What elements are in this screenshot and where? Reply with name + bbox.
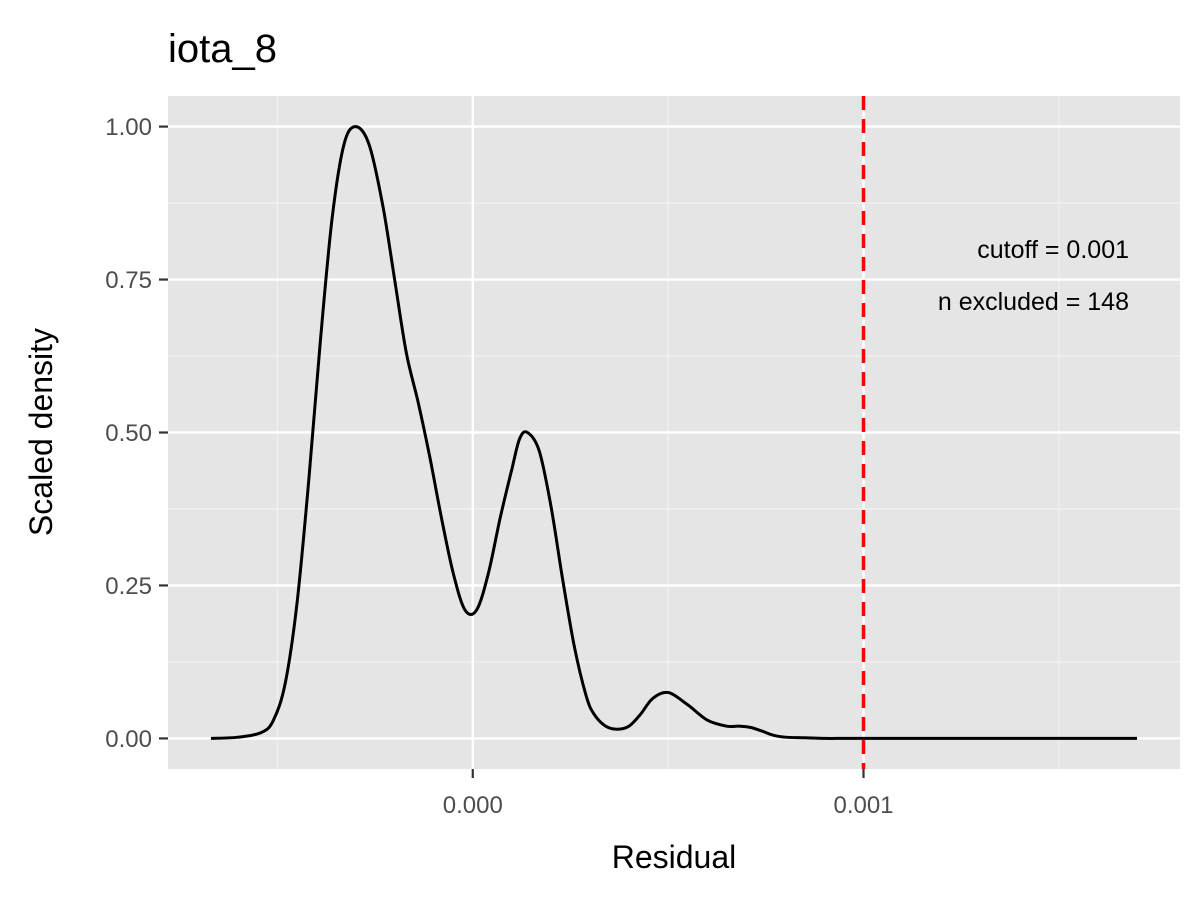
annotation-cutoff: cutoff = 0.001 xyxy=(977,236,1129,264)
x-tick-label: 0.000 xyxy=(443,792,503,819)
y-axis-label: Scaled density xyxy=(23,328,59,536)
y-tick-labels: 0.00 0.25 0.50 0.75 1.00 xyxy=(105,114,152,753)
chart-title: iota_8 xyxy=(168,27,277,71)
y-tick-label: 0.00 xyxy=(105,726,152,753)
annotation-layer: cutoff = 0.001 n excluded = 148 xyxy=(938,236,1129,316)
y-tick-label: 0.50 xyxy=(105,420,152,447)
axis-ticks xyxy=(159,125,865,778)
x-tick-labels: 0.000 0.001 xyxy=(443,792,894,819)
series-layer xyxy=(210,125,1138,740)
y-tick-label: 0.75 xyxy=(105,267,152,294)
y-tick-label: 1.00 xyxy=(105,114,152,141)
x-tick-label: 0.001 xyxy=(833,792,893,819)
annotation-excluded: n excluded = 148 xyxy=(938,288,1129,316)
x-axis-label: Residual xyxy=(612,839,737,875)
y-tick-label: 0.25 xyxy=(105,573,152,600)
density-curve xyxy=(210,125,1138,740)
